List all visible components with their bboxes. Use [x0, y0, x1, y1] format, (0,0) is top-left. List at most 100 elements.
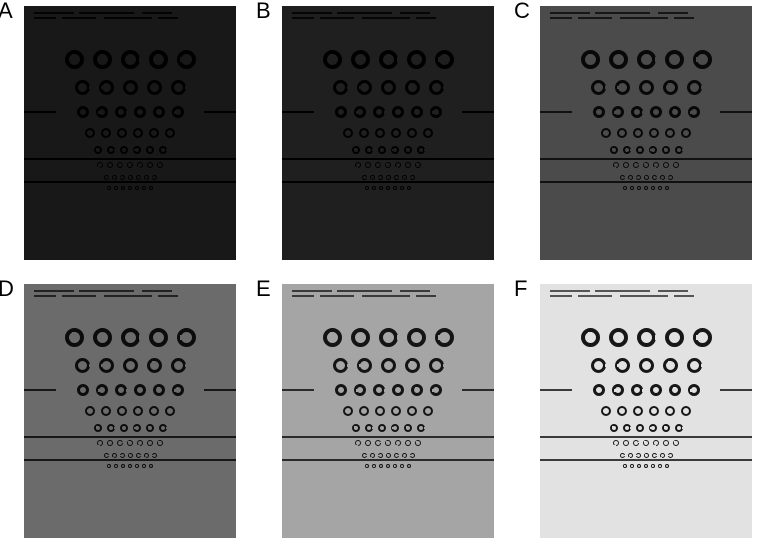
landolt-ring	[593, 384, 605, 396]
ring-row	[540, 162, 752, 168]
ring-row	[24, 358, 236, 373]
landolt-ring	[581, 50, 600, 69]
acuity-chart	[282, 284, 494, 538]
landolt-ring	[355, 162, 361, 168]
landolt-ring	[351, 328, 370, 347]
landolt-ring	[613, 440, 619, 446]
ring-row	[282, 50, 494, 69]
landolt-ring	[97, 440, 103, 446]
landolt-ring	[405, 440, 411, 446]
landolt-ring	[136, 175, 141, 180]
ring-row	[282, 453, 494, 458]
landolt-ring	[96, 384, 108, 396]
landolt-ring	[394, 453, 399, 458]
ring-row	[24, 453, 236, 458]
landolt-ring	[663, 80, 678, 95]
landolt-ring	[404, 146, 412, 154]
landolt-ring	[123, 358, 138, 373]
landolt-ring	[636, 453, 641, 458]
landolt-ring	[375, 406, 385, 416]
landolt-ring	[177, 328, 196, 347]
panel-label: F	[514, 276, 527, 302]
landolt-ring	[410, 453, 415, 458]
landolt-ring	[693, 328, 712, 347]
landolt-ring	[644, 453, 649, 458]
landolt-ring	[430, 384, 442, 396]
landolt-ring	[643, 162, 649, 168]
landolt-ring	[153, 106, 165, 118]
ring-row	[282, 464, 494, 468]
landolt-ring	[94, 146, 102, 154]
landolt-ring	[101, 128, 111, 138]
panel-f: F	[516, 278, 760, 548]
landolt-ring	[373, 106, 385, 118]
landolt-ring	[402, 175, 407, 180]
ring-row	[24, 175, 236, 180]
panel-c: C	[516, 0, 760, 270]
landolt-ring	[149, 186, 153, 190]
landolt-ring	[675, 424, 683, 432]
landolt-ring	[172, 384, 184, 396]
landolt-ring	[379, 464, 383, 468]
landolt-ring	[668, 175, 673, 180]
ring-row	[540, 50, 752, 69]
landolt-ring	[385, 440, 391, 446]
landolt-ring	[149, 50, 168, 69]
ring-row	[540, 440, 752, 446]
landolt-ring	[400, 186, 404, 190]
landolt-ring	[636, 146, 644, 154]
ring-row	[540, 106, 752, 118]
landolt-ring	[323, 50, 342, 69]
landolt-ring	[620, 175, 625, 180]
landolt-ring	[362, 175, 367, 180]
landolt-ring	[85, 128, 95, 138]
landolt-ring	[668, 453, 673, 458]
panel-label: E	[256, 276, 271, 302]
landolt-ring	[658, 186, 662, 190]
ring-row	[24, 50, 236, 69]
landolt-ring	[669, 384, 681, 396]
landolt-ring	[146, 146, 154, 154]
landolt-ring	[123, 80, 138, 95]
ring-row	[24, 80, 236, 95]
landolt-ring	[142, 186, 146, 190]
landolt-ring	[391, 146, 399, 154]
landolt-ring	[649, 146, 657, 154]
landolt-ring	[117, 440, 123, 446]
landolt-ring	[633, 406, 643, 416]
landolt-ring	[636, 175, 641, 180]
landolt-ring	[660, 453, 665, 458]
landolt-ring	[662, 146, 670, 154]
landolt-ring	[391, 406, 401, 416]
landolt-ring	[75, 358, 90, 373]
figure-grid: ABCDEF	[0, 0, 760, 548]
landolt-ring	[665, 128, 675, 138]
landolt-ring	[609, 328, 628, 347]
ring-row	[540, 424, 752, 432]
landolt-ring	[153, 384, 165, 396]
landolt-ring	[395, 440, 401, 446]
landolt-ring	[115, 384, 127, 396]
landolt-ring	[104, 175, 109, 180]
landolt-ring	[391, 128, 401, 138]
landolt-ring	[394, 175, 399, 180]
landolt-ring	[133, 424, 141, 432]
landolt-ring	[159, 424, 167, 432]
landolt-ring	[147, 162, 153, 168]
landolt-ring	[631, 106, 643, 118]
landolt-ring	[378, 453, 383, 458]
landolt-ring	[172, 106, 184, 118]
landolt-ring	[133, 128, 143, 138]
landolt-ring	[601, 406, 611, 416]
ring-row	[282, 328, 494, 347]
landolt-ring	[107, 464, 111, 468]
landolt-ring	[75, 80, 90, 95]
landolt-ring	[77, 106, 89, 118]
landolt-ring	[630, 186, 634, 190]
landolt-ring	[375, 162, 381, 168]
landolt-ring	[623, 186, 627, 190]
ring-row	[24, 440, 236, 446]
ring-row	[282, 106, 494, 118]
landolt-ring	[393, 186, 397, 190]
landolt-ring	[107, 146, 115, 154]
